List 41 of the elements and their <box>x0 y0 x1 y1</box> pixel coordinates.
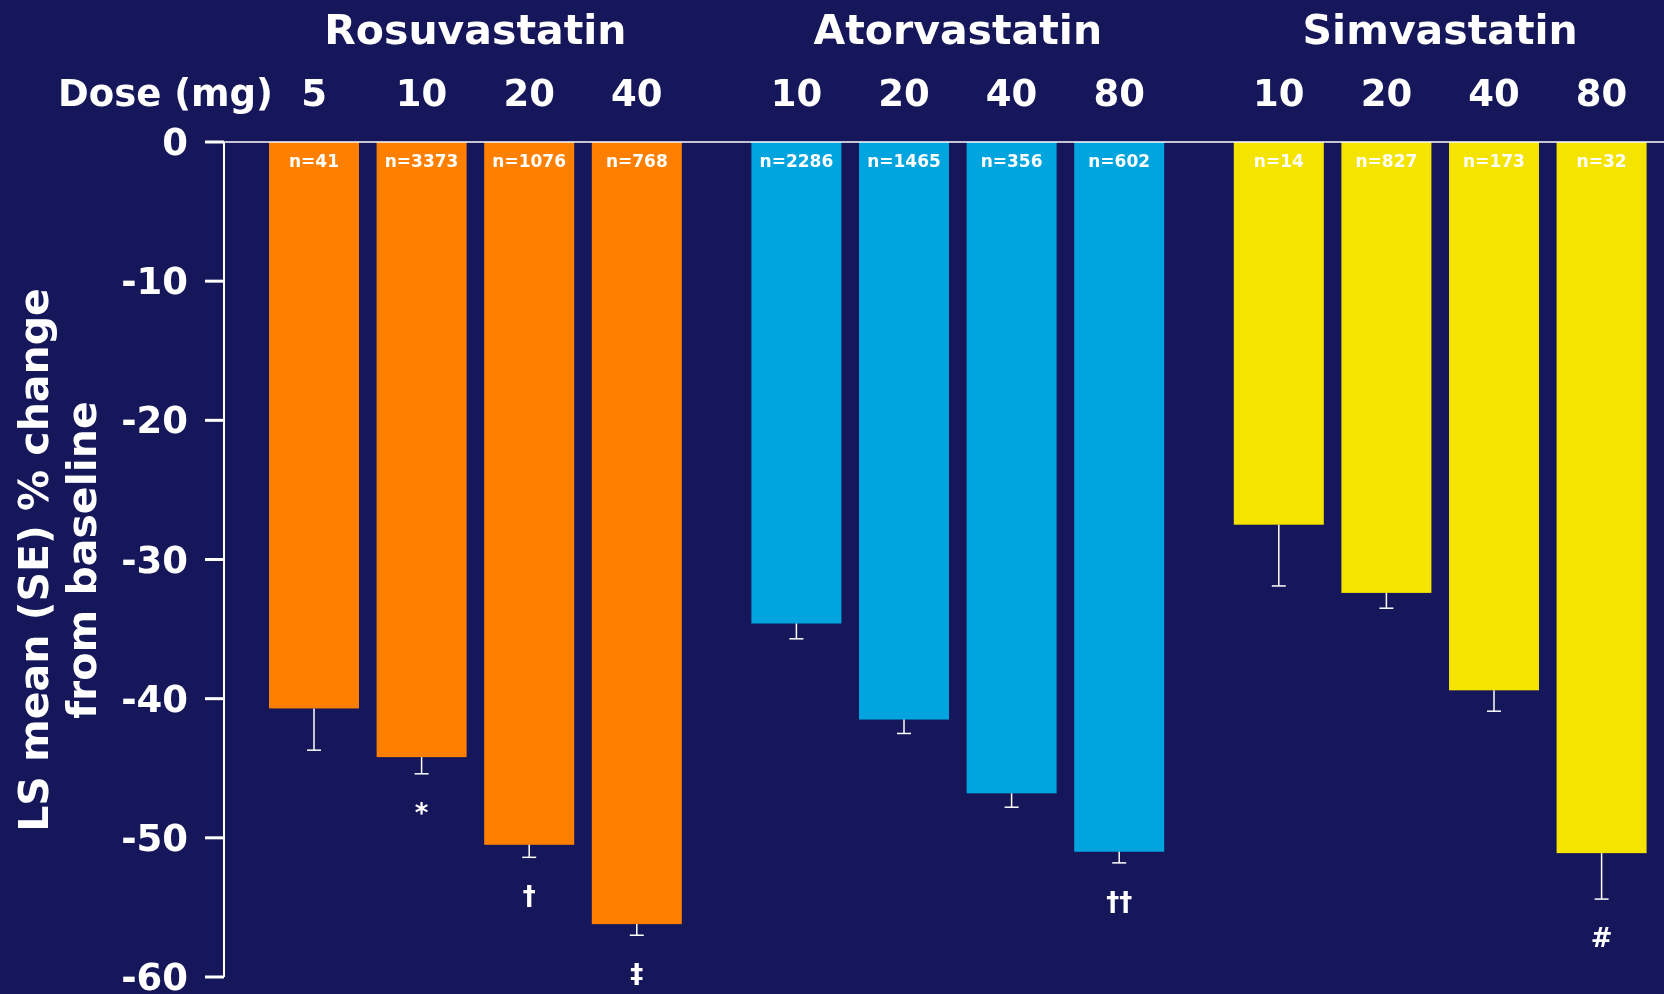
annotation: # <box>1590 923 1613 954</box>
annotation: n=2286 <box>759 151 834 171</box>
x-tick-label: 40 <box>985 72 1038 115</box>
annotation: n=32 <box>1576 151 1627 171</box>
y-tick-label: -40 <box>121 677 188 721</box>
y-tick-label: -30 <box>121 538 188 582</box>
x-tick-label: 80 <box>1093 72 1145 115</box>
annotation: n=1076 <box>492 151 567 171</box>
annotation: ‡ <box>630 959 644 990</box>
y-tick-label: 0 <box>162 121 188 164</box>
text: Simvastatin <box>1302 6 1578 54</box>
annotation: * <box>414 797 429 828</box>
annotation: †† <box>1106 886 1133 917</box>
x-axis-title: Dose (mg) <box>58 72 273 115</box>
annotation: n=602 <box>1088 151 1151 171</box>
y-tick-label: -60 <box>121 956 188 994</box>
y-tick-label: -20 <box>121 399 188 443</box>
y-tick-label: -50 <box>121 816 188 860</box>
y-axis-title: LS mean (SE) % change from baseline <box>10 288 106 832</box>
y-tick-label: -10 <box>121 260 188 304</box>
annotation: n=827 <box>1355 151 1418 171</box>
annotation: n=41 <box>288 151 340 171</box>
annotation: n=1465 <box>867 151 941 171</box>
x-tick-label: 20 <box>1360 72 1413 115</box>
x-tick-label: 5 <box>301 72 327 115</box>
x-tick-label: 10 <box>770 72 823 115</box>
x-tick-label: 80 <box>1575 72 1628 115</box>
text: Atorvastatin <box>813 6 1103 54</box>
annotation: n=14 <box>1253 151 1304 171</box>
x-tick-label: 10 <box>395 72 448 115</box>
annotation: n=173 <box>1463 151 1525 171</box>
x-tick-label: 20 <box>503 72 555 115</box>
annotation: n=356 <box>980 151 1043 171</box>
text: Rosuvastatin <box>324 6 627 54</box>
x-tick-label: 40 <box>611 72 663 115</box>
x-tick-label: 20 <box>878 72 930 115</box>
x-tick-label: 10 <box>1253 72 1305 115</box>
annotation: † <box>522 881 536 912</box>
annotation: n=3373 <box>384 151 459 171</box>
annotation: n=768 <box>605 151 668 171</box>
x-tick-label: 40 <box>1468 72 1520 115</box>
